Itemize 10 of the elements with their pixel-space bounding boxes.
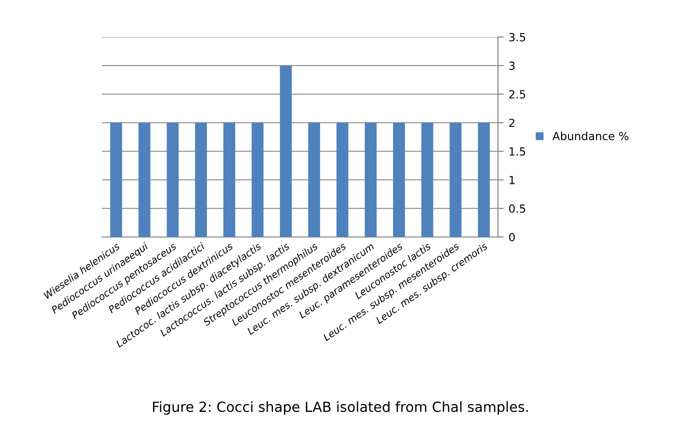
y-tick-label: 1 (510, 176, 514, 184)
y-tick-label: 0.5 (509, 204, 526, 213)
caption: Figure 2: Cocci shape LAB isolated from Chal samples. (153, 401, 528, 415)
y-tick-label: 2 (509, 118, 514, 127)
legend-label: Abundance % (552, 132, 628, 140)
y-tick-label: 2.5 (509, 90, 526, 99)
y-tick-label: 3.5 (509, 32, 526, 42)
y-tick-label: 3 (509, 62, 515, 70)
y-tick-label: 1.5 (510, 147, 526, 156)
y-tick-label: 0 (509, 232, 515, 242)
